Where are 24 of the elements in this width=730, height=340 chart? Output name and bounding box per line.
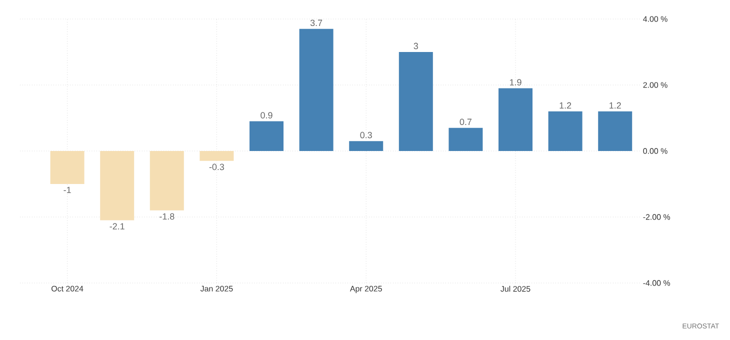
bar bbox=[448, 128, 483, 152]
data-label: -0.3 bbox=[209, 164, 224, 170]
bar bbox=[100, 151, 134, 220]
data-label: -1 bbox=[64, 186, 71, 194]
bar bbox=[250, 121, 284, 152]
bar bbox=[548, 111, 582, 152]
bar bbox=[598, 111, 632, 152]
data-label: 1.2 bbox=[560, 102, 572, 109]
data-label: 1.9 bbox=[510, 79, 522, 86]
data-label: -2.1 bbox=[110, 223, 124, 230]
data-label: 0.7 bbox=[460, 118, 472, 126]
bar bbox=[299, 28, 334, 152]
data-label: 0.3 bbox=[360, 132, 372, 138]
data-label: -1.8 bbox=[160, 213, 174, 220]
bar bbox=[200, 151, 234, 161]
data-label: 1.2 bbox=[610, 102, 621, 109]
bar bbox=[349, 141, 384, 152]
bar bbox=[398, 52, 433, 152]
data-label: 0.9 bbox=[260, 112, 272, 118]
bar bbox=[50, 151, 84, 184]
bar bbox=[150, 151, 184, 210]
data-label: 3 bbox=[414, 42, 418, 50]
bar bbox=[498, 88, 533, 152]
data-label: 3.7 bbox=[310, 20, 322, 26]
